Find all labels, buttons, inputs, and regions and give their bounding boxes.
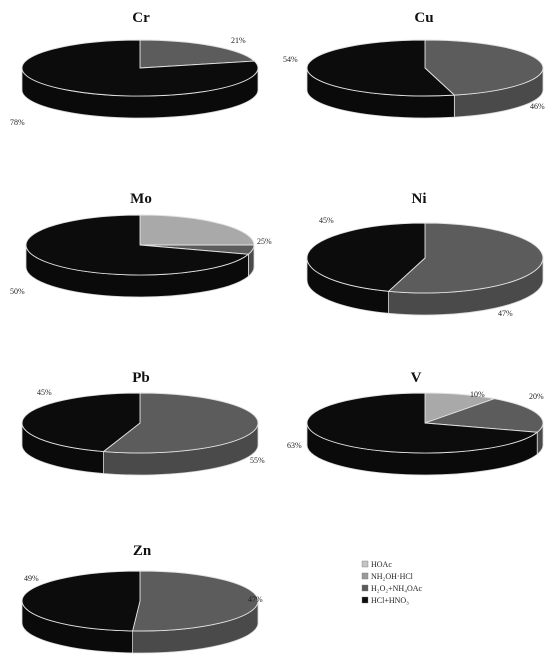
pie-v: V 10% 20% 63% [287,370,544,476]
pie-cr: Cr 21% 78% [10,10,259,127]
legend: HOAc NH₂OH·HCl H₂O₂+NH₄OAc HCl+HNO₃ [361,560,423,605]
slice-hcl-hno- [21,39,259,97]
slice-label: 78% [10,118,25,127]
slice-label: 47% [498,309,513,318]
slice-label: 10% [470,390,485,399]
slice-label: 20% [529,392,544,401]
slice-nh-oh-hcl [424,39,544,96]
legend-swatch [361,596,369,604]
legend-swatch [361,572,369,580]
slice-label: 50% [10,287,25,296]
slice-label: 63% [287,441,302,450]
slice-hcl-hno- [306,392,539,454]
slice-hcl-hno- [306,39,456,97]
chart-title: Pb [132,370,150,386]
chart-title: Zn [133,543,152,559]
legend-swatch [361,584,369,592]
legend-label: HCl+HNO₃ [371,596,409,605]
slice-hcl-hno- [21,570,141,632]
slice-hoac [424,392,497,424]
chart-title: Cr [132,10,150,26]
chart-title: Mo [130,191,152,207]
chart-title: V [411,370,422,386]
pie-zn: Zn 47% 49% [21,543,263,654]
slice-label: 46% [530,102,545,111]
slice-nh-oh-hcl [132,570,259,632]
legend-label: HOAc [371,560,392,569]
pie-cu: Cu 46% 54% [283,10,545,119]
slice-label: 54% [283,55,298,64]
slice-label: 47% [248,595,263,604]
slice-label: 45% [37,388,52,397]
slice-hoac [139,214,255,246]
chart-title: Ni [412,191,427,207]
pie-mo: Mo 25% 50% [10,191,272,298]
slice-label: 25% [257,237,272,246]
slice-nh-oh-hcl [424,398,544,433]
slice-label: 45% [319,216,334,225]
slice-label: 49% [24,574,39,583]
slice-nh-oh-hcl [102,392,259,454]
slice-label: 21% [231,36,246,45]
slice-hcl-hno- [21,392,141,452]
slice-nh-oh-hcl [139,39,256,69]
slice-label: 55% [250,456,265,465]
legend-label: H₂O₂+NH₄OAc [371,584,423,593]
slice-hcl-hno- [25,214,250,276]
pie-ni: Ni 47% 45% [306,191,544,318]
slice-hcl-hno- [306,222,426,292]
chart-title: Cu [414,10,433,26]
pie-pb: Pb 55% 45% [21,370,265,476]
slice-nh-oh-hcl [387,222,544,294]
legend-swatch [361,560,369,568]
legend-label: NH₂OH·HCl [371,572,414,581]
